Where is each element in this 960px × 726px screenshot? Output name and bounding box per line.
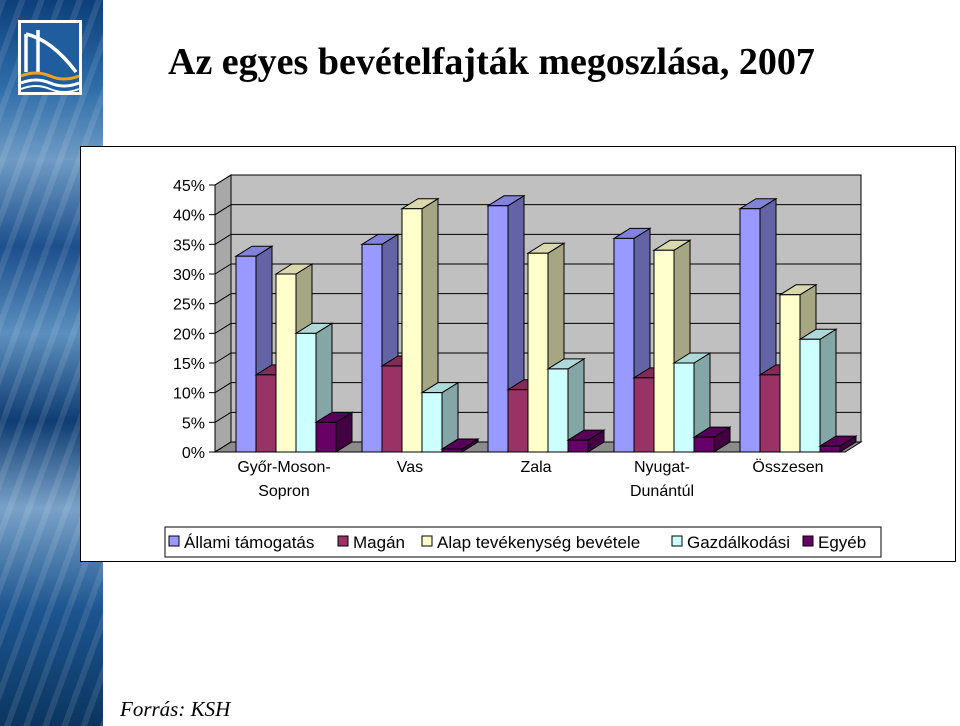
legend-label: Gazdálkodási xyxy=(687,533,790,552)
bar-3-4 xyxy=(546,358,586,453)
x-tick-label: Dunántúl xyxy=(630,483,694,500)
x-tick-label: Nyugat- xyxy=(634,459,690,476)
legend-swatch xyxy=(168,535,180,547)
y-tick-label: 40% xyxy=(173,208,205,225)
gridline xyxy=(214,293,861,305)
bar-2-3 xyxy=(400,197,440,453)
bar-1-5 xyxy=(314,411,354,453)
bridge-logo-icon xyxy=(18,20,82,95)
chart-frame: 0% 5% 10% 15% 20% 25% 30% 35% 40% 45% Győr-Moson- S… xyxy=(80,146,956,562)
chart-side-wall xyxy=(214,174,232,453)
source-note: Forrás: KSH xyxy=(120,697,231,721)
x-tick-label: Összesen xyxy=(752,458,823,476)
legend-label: Alap tevékenység bevétele xyxy=(437,533,640,552)
bar-4-5 xyxy=(692,426,732,453)
legend-swatch xyxy=(421,535,433,547)
y-tick-label: 15% xyxy=(173,356,205,373)
y-tick-label: 20% xyxy=(173,326,205,343)
x-tick-label: Sopron xyxy=(258,483,310,500)
y-tick-label: 30% xyxy=(173,267,205,284)
bar-4-4 xyxy=(672,352,712,453)
bar-2-5 xyxy=(440,438,480,453)
gridline xyxy=(214,174,861,186)
gridline xyxy=(214,263,861,275)
bar-5-4 xyxy=(798,328,838,453)
bar-chart: 0% 5% 10% 15% 20% 25% 30% 35% 40% 45% Győr-Moson- S… xyxy=(164,174,882,558)
gridline xyxy=(214,233,861,245)
bar-3-5 xyxy=(566,429,606,453)
y-tick-label: 5% xyxy=(182,415,205,432)
y-tick-label: 35% xyxy=(173,237,205,254)
y-tick-label: 45% xyxy=(173,178,205,195)
bar-2-4 xyxy=(420,381,460,453)
legend-label: Állami támogatás xyxy=(184,533,314,552)
y-tick-label: 0% xyxy=(182,445,205,462)
y-tick-label: 25% xyxy=(173,297,205,314)
chart-legend xyxy=(164,526,882,558)
legend-label: Egyéb xyxy=(818,533,866,552)
x-tick-label: Győr-Moson- xyxy=(237,459,330,476)
slide-title: Az egyes bevételfajták megoszlása, 2007 xyxy=(168,41,815,83)
legend-swatch xyxy=(337,535,349,547)
bar-5-5 xyxy=(818,435,858,453)
legend-swatch xyxy=(802,535,814,547)
legend-swatch xyxy=(671,535,683,547)
gridline xyxy=(214,204,861,216)
x-tick-label: Vas xyxy=(397,459,423,476)
y-tick-label: 10% xyxy=(173,386,205,403)
gridline xyxy=(214,322,861,334)
legend-label: Magán xyxy=(353,533,405,552)
x-tick-label: Zala xyxy=(520,459,551,476)
gridline xyxy=(214,352,861,364)
